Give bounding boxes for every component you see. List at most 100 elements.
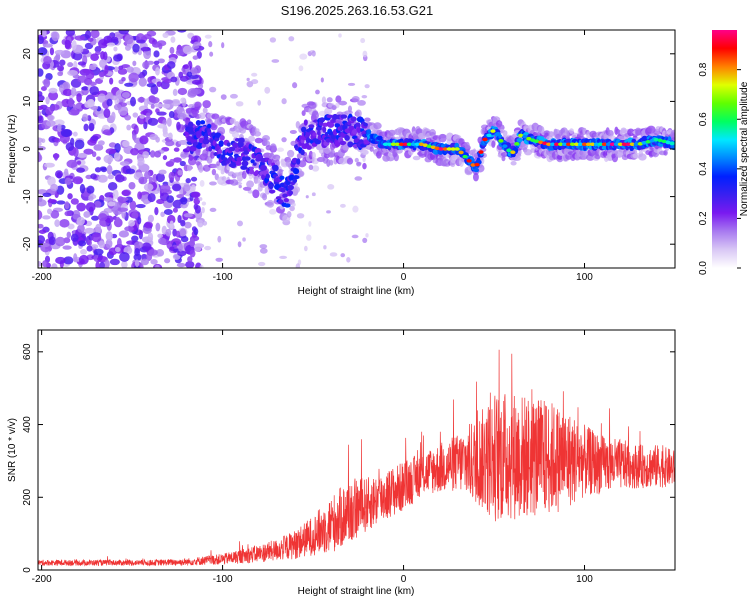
spectrogram-cell bbox=[422, 143, 428, 147]
spectrogram-cell bbox=[538, 140, 544, 145]
spectrogram-cell bbox=[143, 121, 148, 130]
spectrogram-cell bbox=[157, 124, 167, 129]
spectrogram-cell bbox=[72, 52, 83, 61]
spectrogram-cell bbox=[282, 193, 289, 198]
spectrogram-cell bbox=[126, 124, 132, 131]
spectrogram-cell bbox=[292, 175, 300, 180]
snr-frame bbox=[37, 329, 676, 571]
spectrogram-cell bbox=[283, 198, 290, 203]
spectrogram-cell bbox=[98, 71, 105, 78]
spectrogram-cell bbox=[180, 203, 188, 209]
spectrogram-cell bbox=[155, 249, 165, 257]
spectrogram-cell bbox=[326, 114, 334, 119]
spectrogram-cell bbox=[56, 200, 66, 205]
spectrogram-cell bbox=[369, 146, 374, 152]
spectrogram-cell bbox=[117, 237, 122, 248]
spectrogram-cell bbox=[238, 184, 242, 189]
spectrogram-cell bbox=[38, 114, 44, 124]
snr-x-label: Height of straight line (km) bbox=[298, 586, 415, 597]
spectrogram-cell bbox=[81, 86, 90, 91]
spectrogram-cell bbox=[482, 137, 488, 142]
spectrogram-cell bbox=[442, 147, 448, 151]
spectrogram-cell bbox=[334, 140, 341, 148]
spectrogram-cell bbox=[68, 109, 80, 116]
spectrogram-cell bbox=[109, 258, 120, 266]
spectrogram-cell bbox=[577, 142, 584, 147]
colorbar-tick-label: 0.4 bbox=[698, 161, 709, 175]
spectrogram-cell bbox=[281, 98, 287, 105]
spectrogram-cell bbox=[347, 141, 354, 148]
spectrogram-cell bbox=[289, 129, 297, 135]
spectrogram-cell bbox=[328, 159, 334, 166]
spectrogram-cell bbox=[62, 88, 73, 97]
spectrogram-cell bbox=[106, 165, 113, 175]
spectrogram-cell bbox=[204, 34, 212, 39]
spectrogram-cell bbox=[514, 142, 520, 146]
spectrogram-cell bbox=[168, 171, 175, 181]
spectrogram-cell bbox=[312, 132, 317, 137]
spectrogram-cell bbox=[138, 77, 147, 87]
spectrogram-cell bbox=[649, 138, 655, 143]
spectrogram-cell bbox=[41, 30, 47, 38]
spectrogram-cell bbox=[193, 203, 199, 210]
spectrogram-cell bbox=[594, 154, 601, 160]
spectrogram-cell bbox=[91, 232, 102, 243]
spectrogram-cell bbox=[229, 93, 238, 99]
spectrogram-cell bbox=[235, 101, 244, 107]
spectrogram-cell bbox=[164, 258, 171, 264]
spectrogram-cell bbox=[169, 220, 174, 229]
spectrogram-cell bbox=[59, 59, 66, 66]
spectrogram-cell bbox=[148, 249, 158, 256]
spectrogram-cell bbox=[115, 174, 125, 183]
spectrogram-cell bbox=[534, 139, 540, 143]
spectrogram-x-label: Height of straight line (km) bbox=[298, 286, 415, 297]
spectrogram-cell bbox=[49, 47, 55, 56]
spectrogram-cell bbox=[308, 101, 317, 110]
spectrogram-cell bbox=[97, 93, 107, 103]
spectrogram-cell bbox=[38, 209, 43, 220]
spectrogram-cell bbox=[71, 210, 81, 220]
spectrogram-cell bbox=[237, 220, 243, 227]
spectrogram-cell bbox=[157, 233, 164, 238]
spectrogram-cell bbox=[64, 177, 72, 185]
spectrogram-cell bbox=[97, 38, 109, 49]
spectrogram-cell bbox=[143, 49, 152, 60]
spectrogram-cell bbox=[53, 153, 59, 161]
y-tick-label: 0 bbox=[22, 567, 33, 573]
x-tick-label: 100 bbox=[576, 272, 593, 283]
spectrogram-cell bbox=[58, 84, 65, 93]
spectrogram-cell bbox=[177, 87, 188, 96]
spectrogram-cell bbox=[251, 72, 258, 77]
spectrogram-cell bbox=[177, 112, 187, 120]
spectrogram-cell bbox=[198, 197, 203, 201]
spectrogram-cell bbox=[184, 221, 192, 229]
spectrogram-cell bbox=[64, 211, 71, 217]
spectrogram-cell bbox=[193, 197, 201, 205]
spectrogram-cell bbox=[276, 147, 284, 152]
spectrogram-cell bbox=[338, 33, 342, 38]
spectrogram-cell bbox=[201, 201, 207, 206]
spectrogram-cell bbox=[351, 234, 359, 239]
spectrogram-cell bbox=[362, 237, 368, 243]
spectrogram-cell bbox=[38, 68, 44, 77]
spectrogram-cell bbox=[124, 226, 134, 232]
spectrogram-cell bbox=[388, 129, 396, 136]
spectrogram-cell bbox=[323, 245, 327, 250]
spectrogram-cell bbox=[305, 195, 309, 199]
spectrogram-cell bbox=[140, 258, 150, 266]
spectrogram-cell bbox=[89, 64, 97, 71]
spectrogram-cell bbox=[355, 122, 361, 129]
spectrogram-y-label: Frequency (Hz) bbox=[7, 115, 18, 184]
spectrogram-cell bbox=[248, 135, 256, 142]
spectrogram-cell bbox=[192, 55, 199, 60]
spectrogram-cell bbox=[113, 66, 119, 72]
spectrogram-cell bbox=[231, 132, 240, 138]
spectrogram-cell bbox=[217, 149, 223, 155]
spectrogram-cell bbox=[105, 231, 113, 242]
spectrogram-cell bbox=[180, 219, 186, 227]
spectrogram-cell bbox=[237, 241, 242, 248]
spectrogram-cell bbox=[155, 67, 160, 76]
spectrogram-cell bbox=[303, 119, 308, 126]
spectrogram-cell bbox=[183, 213, 193, 218]
